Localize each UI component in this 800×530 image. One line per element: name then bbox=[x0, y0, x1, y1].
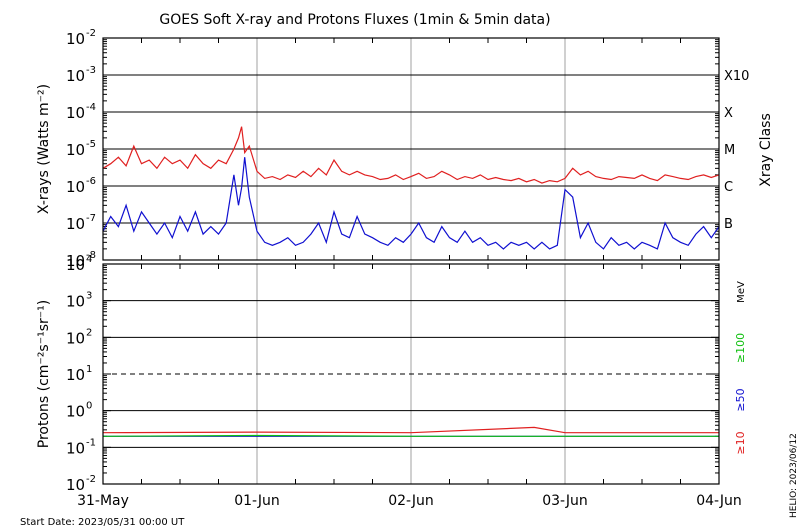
y-tick-exponent: -5 bbox=[86, 139, 96, 150]
start-date-label: Start Date: 2023/05/31 00:00 UT bbox=[20, 517, 185, 528]
y-tick-exponent: -8 bbox=[86, 250, 96, 261]
xray-class-label: B bbox=[724, 217, 733, 232]
series-line bbox=[102, 126, 720, 184]
watermark: HELIO: 2023/06/12 bbox=[789, 433, 799, 518]
y-axis-label: Protons (cm⁻²s⁻¹sr⁻¹) bbox=[36, 300, 52, 449]
y-tick-exponent: -7 bbox=[86, 213, 96, 224]
y-tick-label: 10 bbox=[66, 215, 85, 233]
x-tick-label: 04-Jun bbox=[696, 493, 742, 509]
y-tick-label: 10 bbox=[66, 366, 85, 384]
y-tick-label: 10 bbox=[66, 476, 85, 494]
xray-class-title: Xray Class bbox=[758, 113, 774, 187]
x-tick-label: 01-Jun bbox=[234, 493, 280, 509]
y-tick-exponent: -3 bbox=[86, 65, 96, 76]
xray-class-label: C bbox=[724, 180, 733, 195]
series-line bbox=[102, 157, 720, 250]
y-tick-exponent: 1 bbox=[86, 364, 92, 375]
y-tick-label: 10 bbox=[66, 439, 85, 457]
series-line bbox=[102, 434, 719, 437]
y-tick-exponent: -6 bbox=[86, 176, 96, 187]
y-tick-exponent: 3 bbox=[86, 291, 92, 302]
y-tick-exponent: 2 bbox=[86, 327, 92, 338]
y-tick-label: 10 bbox=[66, 252, 85, 270]
y-tick-exponent: -1 bbox=[86, 437, 96, 448]
legend-entry: ≥50 bbox=[734, 388, 747, 411]
y-tick-exponent: -4 bbox=[86, 102, 96, 113]
y-tick-label: 10 bbox=[66, 256, 85, 274]
y-tick-label: 10 bbox=[66, 30, 85, 48]
xray-class-label: M bbox=[724, 143, 735, 158]
chart-title: GOES Soft X-ray and Protons Fluxes (1min… bbox=[159, 12, 550, 28]
xray-class-label: X bbox=[724, 106, 733, 121]
x-tick-label: 03-Jun bbox=[542, 493, 588, 509]
y-axis-label: X-rays (Watts m⁻²) bbox=[36, 84, 52, 214]
y-tick-label: 10 bbox=[66, 178, 85, 196]
plot-frame bbox=[102, 263, 720, 485]
xray-class-label: X10 bbox=[724, 69, 749, 84]
x-axis: 31-May 01-Jun 02-Jun 03-Jun 04-Jun bbox=[77, 493, 742, 509]
y-tick-label: 10 bbox=[66, 67, 85, 85]
y-tick-exponent: 4 bbox=[86, 254, 92, 265]
plot-frame bbox=[102, 37, 720, 261]
series-line bbox=[102, 426, 719, 434]
x-tick-label: 02-Jun bbox=[388, 493, 434, 509]
legend-entry: ≥10 bbox=[734, 431, 747, 454]
x-tick-label: 31-May bbox=[77, 493, 129, 509]
unit-label: MeV bbox=[736, 281, 747, 303]
legend-entry: ≥100 bbox=[734, 333, 747, 363]
y-tick-exponent: -2 bbox=[86, 28, 96, 39]
y-tick-label: 10 bbox=[66, 329, 85, 347]
y-tick-label: 10 bbox=[66, 141, 85, 159]
y-tick-exponent: -2 bbox=[86, 474, 96, 485]
y-tick-label: 10 bbox=[66, 403, 85, 421]
y-tick-label: 10 bbox=[66, 293, 85, 311]
y-tick-label: 10 bbox=[66, 104, 85, 122]
y-tick-exponent: 0 bbox=[86, 401, 92, 412]
xray-panel: 10-810-710-610-510-410-310 -2X-rays (Watt… bbox=[36, 28, 774, 270]
